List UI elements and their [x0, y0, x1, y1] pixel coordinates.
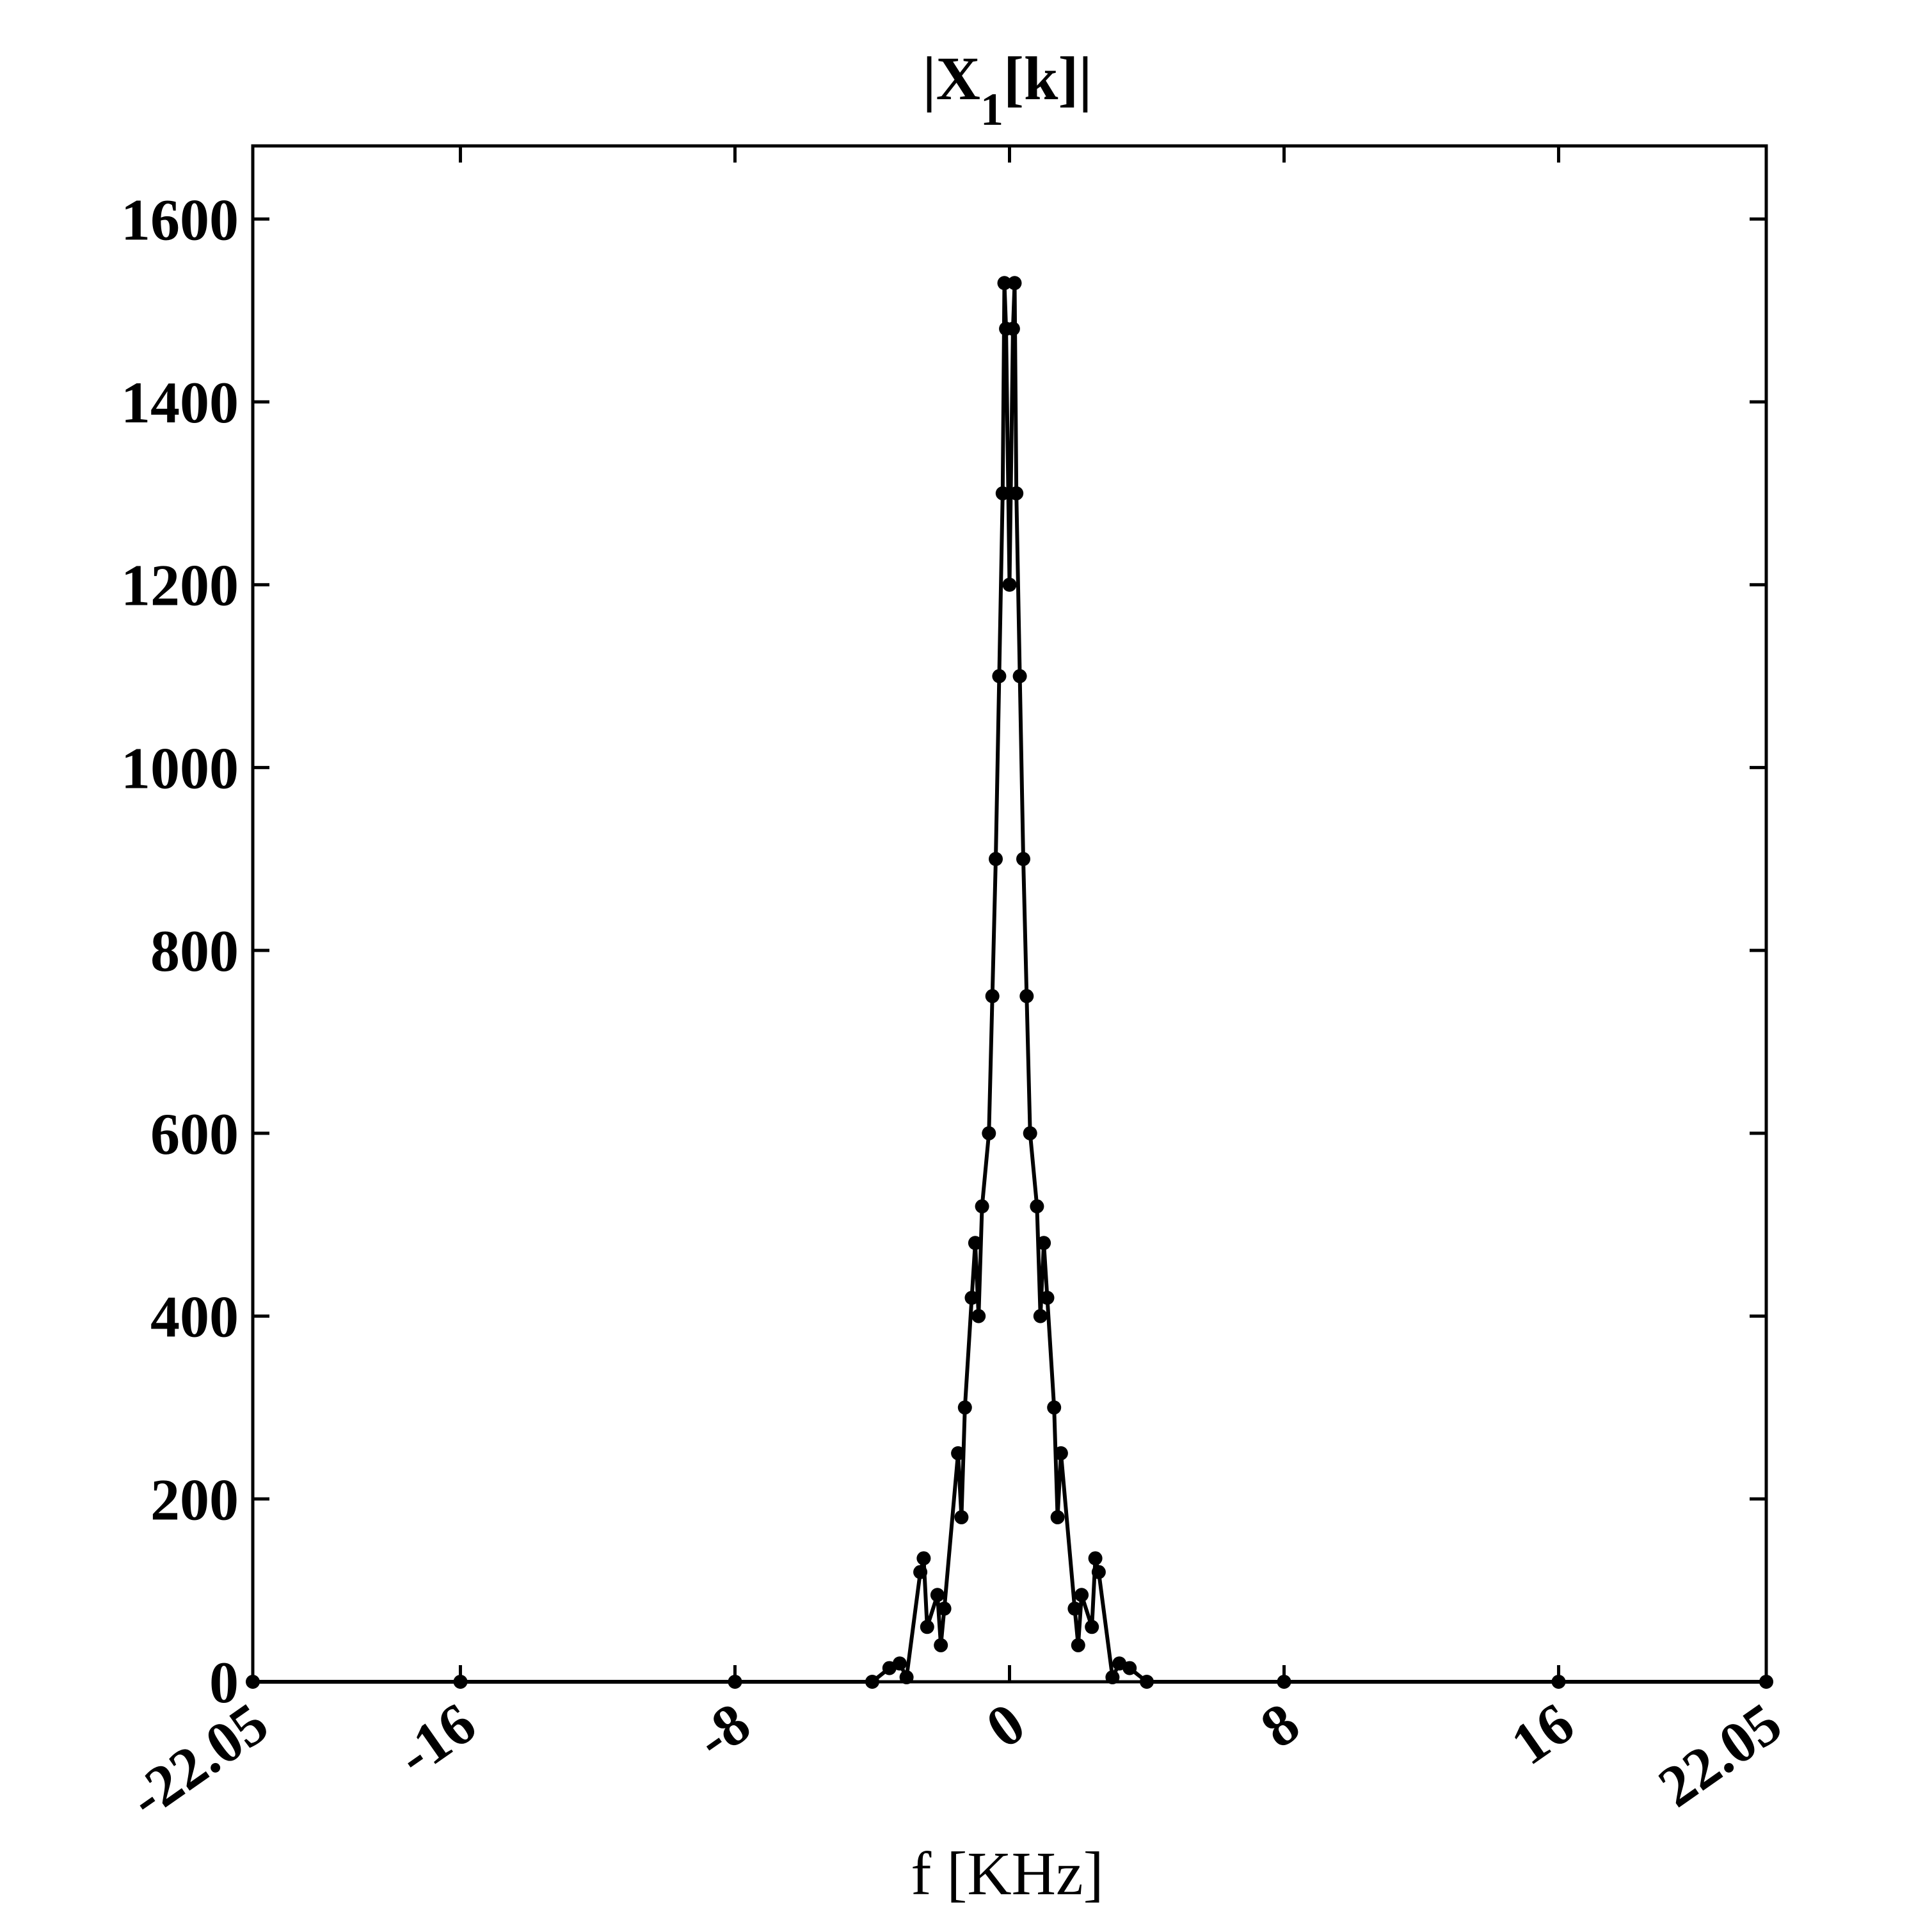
data-point	[916, 1551, 931, 1566]
data-point	[1067, 1601, 1082, 1616]
data-point	[1091, 1565, 1106, 1579]
data-point	[982, 1126, 996, 1140]
data-point	[1012, 669, 1027, 683]
data-point	[989, 852, 1003, 866]
data-point	[1033, 1309, 1048, 1323]
data-point	[954, 1510, 969, 1524]
y-tick-label: 400	[150, 1284, 239, 1350]
data-point	[1019, 989, 1034, 1003]
data-point	[1005, 321, 1020, 336]
data-point	[1009, 486, 1024, 500]
data-point	[985, 989, 1000, 1003]
chart-title: |X1[k]|	[923, 44, 1092, 135]
data-point	[1088, 1551, 1103, 1566]
data-point	[1050, 1510, 1065, 1524]
data-point	[992, 669, 1007, 683]
data-point	[1071, 1638, 1085, 1652]
y-tick-label: 1200	[121, 553, 239, 618]
y-tick-label: 1600	[121, 187, 239, 252]
data-point	[913, 1565, 928, 1579]
y-tick-label: 200	[150, 1467, 239, 1532]
data-point	[1053, 1446, 1068, 1460]
data-point	[1007, 276, 1022, 291]
data-point	[968, 1236, 982, 1250]
data-point	[1122, 1661, 1137, 1675]
data-point	[971, 1309, 986, 1323]
data-point	[1085, 1620, 1099, 1634]
data-point	[1047, 1400, 1062, 1415]
data-point	[1002, 577, 1017, 592]
data-point	[957, 1400, 972, 1415]
data-point	[892, 1656, 907, 1671]
y-tick-label: 1400	[121, 370, 239, 435]
data-point	[1030, 1199, 1044, 1214]
data-point	[1023, 1126, 1037, 1140]
chart-title-suffix: [k]|	[1003, 44, 1092, 113]
data-point	[934, 1638, 948, 1652]
chart-title-subscript: 1	[980, 84, 1003, 135]
data-point	[920, 1620, 934, 1634]
data-point	[975, 1199, 989, 1214]
plot-area	[246, 276, 1773, 1689]
data-point	[930, 1588, 945, 1602]
data-point	[1040, 1291, 1055, 1305]
data-point	[1016, 852, 1030, 866]
data-point	[997, 276, 1012, 291]
data-point	[951, 1446, 966, 1460]
y-tick-label: 800	[150, 918, 239, 984]
x-axis-label: f [KHz]	[911, 1839, 1103, 1908]
data-point	[964, 1291, 979, 1305]
y-tick-label: 0	[209, 1650, 239, 1715]
y-tick-label: 600	[150, 1101, 239, 1167]
data-point	[995, 486, 1010, 500]
chart-title-prefix: |X	[923, 44, 980, 113]
data-point	[1037, 1236, 1051, 1250]
data-point	[937, 1601, 952, 1616]
data-point	[1074, 1588, 1089, 1602]
y-tick-label: 1000	[121, 735, 239, 801]
